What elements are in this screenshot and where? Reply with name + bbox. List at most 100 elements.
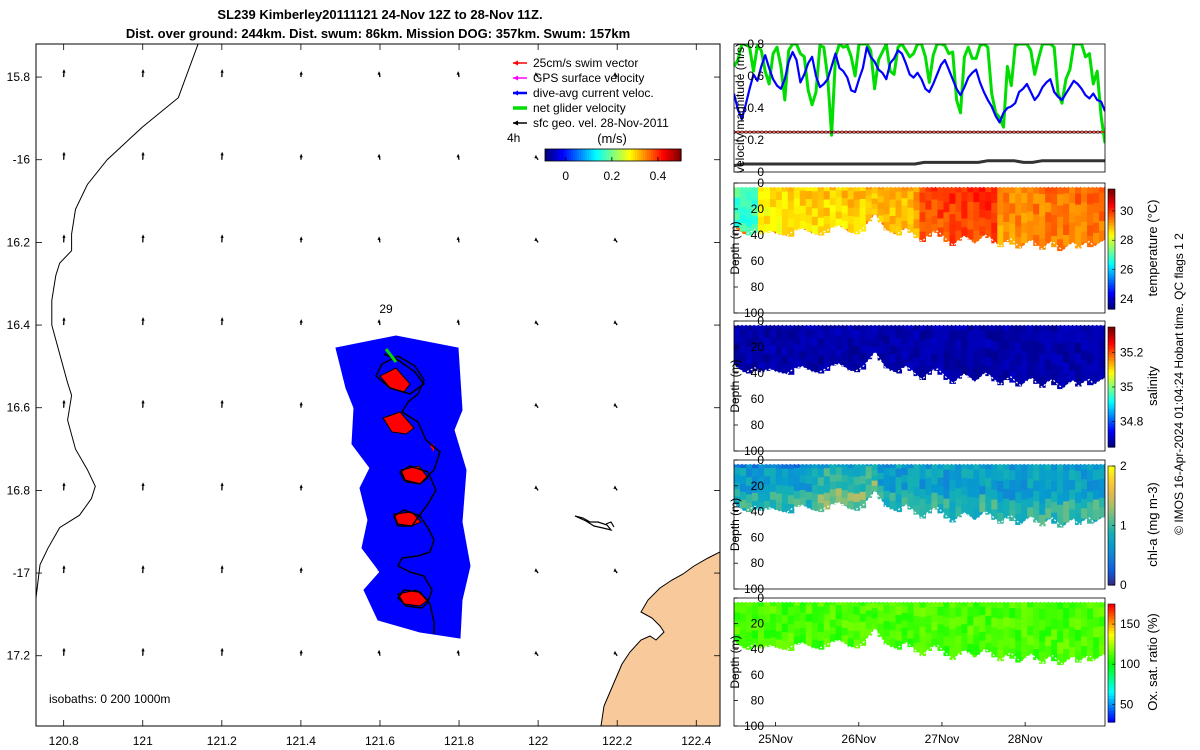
section-cell: [859, 329, 867, 338]
section-surface-scallop: [975, 460, 981, 465]
section-cell: [751, 638, 759, 648]
section-y-tick-label: 0: [757, 453, 764, 467]
section-cell: [1057, 642, 1064, 654]
section-cell: [781, 200, 789, 210]
section-cell: [1009, 193, 1016, 204]
section-colorbar-step: [1108, 668, 1115, 673]
ocean-current-vector-head: [220, 151, 224, 156]
section-surface-scallop: [809, 321, 816, 326]
section-surface-scallop: [1067, 321, 1074, 326]
section-cell: [739, 605, 747, 615]
section-cell: [901, 328, 909, 337]
swim-vector-marker: ×: [1074, 128, 1079, 137]
section-cell: [734, 627, 741, 635]
section-cell: [781, 606, 789, 616]
section-cell: [961, 209, 968, 220]
section-surface-scallop: [963, 183, 969, 188]
swim-vector-marker: ×: [854, 128, 859, 137]
section-cell: [805, 499, 813, 509]
section-cell: [811, 485, 819, 495]
section-cell: [907, 484, 915, 494]
section-cell: [877, 630, 885, 637]
section-cell: [967, 339, 974, 350]
section-colorbar-step: [1108, 713, 1115, 717]
map-colorbar-label: (m/s): [597, 131, 627, 146]
section-colorbar-step: [1108, 707, 1115, 711]
section-cell: [943, 330, 950, 341]
swim-vector-marker: ×: [838, 128, 843, 137]
section-cell: [1051, 342, 1058, 354]
section-cell: [1039, 354, 1046, 366]
section-cell: [757, 476, 765, 486]
section-y-tick-label: 0: [757, 591, 764, 605]
map-colorbar-step: [605, 149, 608, 161]
section-cell: [1093, 509, 1100, 520]
section-cell: [859, 467, 867, 477]
section-cell: [949, 203, 956, 215]
section-surface-scallop: [789, 598, 796, 603]
section-surface-scallop: [822, 460, 828, 465]
section-surface-scallop: [995, 460, 1001, 465]
section-colorbar-step: [1108, 249, 1115, 253]
section-surface-scallop: [1084, 460, 1090, 465]
section-cell: [799, 620, 807, 629]
map-colorbar-step: [567, 149, 570, 161]
section-surface-scallop: [858, 183, 864, 188]
section-surface-scallop: [975, 183, 981, 188]
section-cell: [859, 499, 867, 509]
map-colorbar-step: [589, 149, 592, 161]
section-cell: [973, 488, 980, 499]
section-cell: [781, 329, 789, 339]
section-cell: [877, 215, 885, 223]
section-colorbar-label: salinity: [1145, 366, 1160, 406]
section-cell: [997, 236, 1004, 248]
map-colorbar-tick-label: 0.4: [650, 169, 667, 183]
section-cell: [1087, 491, 1094, 503]
section-cell: [1099, 607, 1105, 618]
section-x-tick-label: 26Nov: [841, 732, 876, 746]
map-colorbar-step: [555, 149, 558, 161]
section-colorbar-step: [1108, 375, 1115, 379]
section-cell: [1087, 352, 1094, 364]
section-colorbar-step: [1108, 510, 1115, 515]
section-surface-scallop: [734, 183, 739, 188]
section-cell: [979, 460, 986, 470]
section-cell: [775, 639, 783, 649]
swim-vector-marker: ×: [870, 128, 875, 137]
section-y-tick-label: 40: [751, 366, 765, 380]
section-cell: [847, 614, 855, 623]
section-cell: [1063, 480, 1070, 492]
section-cell: [853, 216, 861, 226]
section-cell: [1063, 511, 1070, 523]
section-cell: [907, 329, 915, 338]
section-cell: [913, 478, 920, 488]
section-cell: [961, 321, 968, 331]
section-cell: [889, 329, 897, 338]
section-cell: [1045, 626, 1052, 637]
section-cell: [793, 621, 801, 630]
section-cell: [757, 216, 765, 226]
section-cell: [913, 201, 920, 211]
section-colorbar-step: [1108, 408, 1115, 412]
section-surface-scallop: [1035, 321, 1041, 326]
section-cell: [991, 637, 998, 648]
section-surface-scallop: [1092, 598, 1098, 603]
map-colorbar-step: [617, 149, 620, 161]
section-cell: [967, 210, 974, 221]
section-surface-scallop: [898, 183, 904, 188]
section-surface-scallop: [987, 598, 993, 603]
section-surface-scallop: [781, 183, 787, 188]
section-cell: [1015, 619, 1022, 631]
section-cell: [829, 634, 837, 643]
section-cell: [1087, 618, 1094, 630]
section-surface-scallop: [1031, 183, 1037, 188]
section-colorbar-step: [1108, 665, 1115, 670]
section-cell: [823, 207, 831, 217]
section-surface-scallop: [886, 321, 892, 326]
section-y-tick-label: 60: [751, 530, 765, 544]
swim-vector-marker: ×: [750, 128, 755, 137]
section-cell: [895, 468, 903, 478]
section-cell: [907, 630, 915, 640]
map-x-tick-label: 121: [133, 734, 153, 748]
